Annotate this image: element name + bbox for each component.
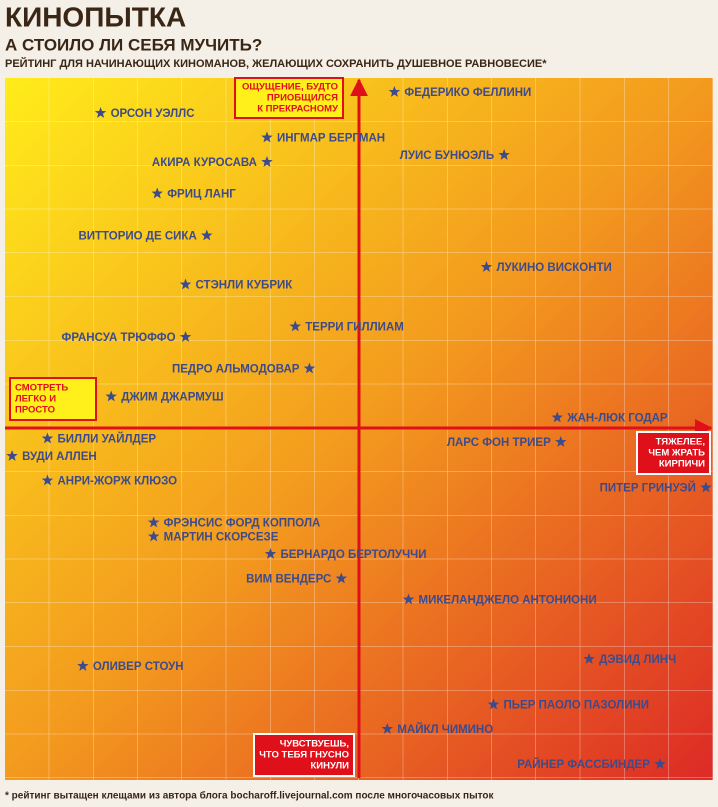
- point: [261, 131, 273, 143]
- point-label: ПЕДРО АЛЬМОДОВАР: [172, 364, 300, 376]
- axis-label: ЛЕГКО И: [15, 394, 56, 405]
- point: [151, 187, 163, 199]
- point: [179, 278, 192, 290]
- axis-label: КИНУЛИ: [310, 761, 349, 772]
- chart-description: РЕЙТИНГ ДЛЯ НАЧИНАЮЩИХ КИНОМАНОВ, ЖЕЛАЮЩ…: [5, 57, 547, 70]
- axis-label-box: [636, 431, 711, 475]
- point-label: СТЭНЛИ КУБРИК: [196, 280, 294, 292]
- point: [480, 261, 493, 272]
- point: [487, 698, 500, 710]
- point-label: ПЬЕР ПАОЛО ПАЗОЛИНИ: [504, 700, 650, 712]
- point-label: МАРТИН СКОРСЕЗЕ: [164, 532, 279, 544]
- point: [94, 107, 107, 118]
- point: [105, 390, 117, 402]
- axis-label: ПРИОБЩИЛСЯ: [267, 93, 338, 104]
- point: [303, 362, 316, 374]
- point-label: ЖАН-ЛЮК ГОДАР: [566, 413, 668, 425]
- point: [335, 572, 348, 584]
- point-label: ПИТЕР ГРИНУЭЙ: [600, 482, 696, 495]
- point: [654, 758, 666, 769]
- chart-title: КИНОПЫТКА: [5, 1, 186, 32]
- point-label: ТЕРРИ ГИЛЛИАМ: [305, 322, 404, 334]
- axis-label: КИРПИЧИ: [659, 459, 705, 470]
- point-label: ДЖИМ ДЖАРМУШ: [121, 392, 223, 404]
- axis-label: К ПРЕКРАСНОМУ: [257, 104, 338, 115]
- point-label: РАЙНЕР ФАССБИНДЕР: [517, 758, 650, 771]
- point: [381, 723, 394, 734]
- axis-label: ЧТО ТЕБЯ ГНУСНО: [259, 750, 349, 761]
- point: [41, 474, 54, 486]
- axis-label-box: [9, 377, 97, 421]
- point-label: ОЛИВЕР СТОУН: [93, 661, 184, 673]
- point-label: ФРИЦ ЛАНГ: [167, 189, 236, 201]
- chart-subtitle: А СТОИЛО ЛИ СЕБЯ МУЧИТЬ?: [5, 35, 262, 54]
- point: [700, 481, 712, 493]
- axis-label: ПРОСТО: [15, 405, 55, 416]
- point: [147, 530, 160, 542]
- point: [201, 229, 213, 241]
- point-label: ОРСОН УЭЛЛС: [111, 108, 195, 120]
- point-label: ИНГМАР БЕРГМАН: [277, 133, 385, 145]
- point-label: ЛАРС ФОН ТРИЕР: [447, 437, 551, 449]
- point-label: ЛУКИНО ВИСКОНТИ: [496, 262, 611, 274]
- point-label: БИЛЛИ УАЙЛДЕР: [57, 433, 156, 446]
- point-label: АКИРА КУРОСАВА: [152, 157, 257, 169]
- axis-label: ТЯЖЕЛЕЕ,: [656, 437, 705, 448]
- point-label: ФЕДЕРИКО ФЕЛЛИНИ: [404, 87, 531, 99]
- point: [77, 660, 89, 671]
- axis-label-box: [234, 77, 344, 119]
- point: [179, 331, 192, 342]
- point-label: ЛУИС БУНЮЭЛЬ: [400, 150, 494, 162]
- point-label: БЕРНАРДО БЕРТОЛУЧЧИ: [281, 549, 427, 561]
- point: [264, 548, 277, 559]
- axis-label-box: [253, 733, 355, 777]
- point-label: МИКЕЛАНДЖЕЛО АНТОНИОНИ: [419, 595, 597, 607]
- axis-label: ОЩУЩЕНИЕ, БУДТО: [242, 82, 338, 93]
- axis-label: СМОТРЕТЬ: [15, 383, 68, 394]
- point: [555, 436, 567, 447]
- point-label: ВИТТОРИО ДЕ СИКА: [78, 231, 196, 243]
- axis-label: ЧЕМ ЖРАТЬ: [648, 448, 705, 459]
- point-label: ФРЭНСИС ФОРД КОППОЛА: [164, 518, 321, 530]
- point-label: АНРИ-ЖОРЖ КЛЮЗО: [57, 476, 177, 488]
- point-label: ВИМ ВЕНДЕРС: [246, 574, 331, 586]
- point-label: ДЭВИД ЛИНЧ: [599, 654, 676, 666]
- point: [583, 653, 595, 664]
- point: [41, 432, 54, 444]
- point: [402, 593, 415, 605]
- point-label: МАЙКЛ ЧИМИНО: [397, 723, 493, 736]
- point: [6, 450, 18, 461]
- point-label: ФРАНСУА ТРЮФФО: [62, 332, 176, 344]
- point-label: ВУДИ АЛЛЕН: [22, 451, 97, 463]
- point: [388, 86, 401, 97]
- axis-label: ЧУВСТВУЕШЬ,: [280, 739, 349, 750]
- point: [498, 149, 510, 160]
- footnote: * рейтинг вытащен клещами из автора блог…: [5, 790, 495, 802]
- point: [289, 320, 301, 332]
- point: [261, 156, 273, 167]
- point: [147, 516, 160, 528]
- point: [551, 411, 563, 423]
